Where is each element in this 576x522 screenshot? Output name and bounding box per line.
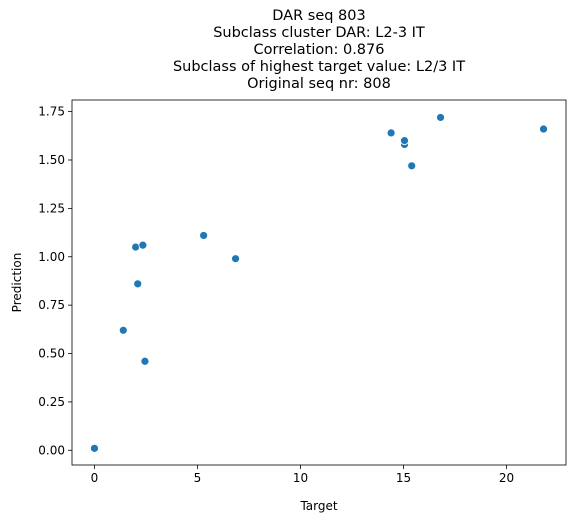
data-point (386, 128, 396, 138)
data-point (407, 161, 417, 171)
y-tick-label: 1.00 (38, 250, 65, 264)
y-axis-label: Prediction (10, 253, 24, 313)
x-tick-label: 5 (194, 471, 202, 485)
data-points (90, 113, 548, 453)
data-point (436, 113, 445, 122)
x-axis-label: Target (299, 499, 337, 513)
y-axis-ticks: 0.00 0.25 0.50 0.75 1.00 1.25 1.50 1.75 (38, 105, 72, 457)
title-line: Subclass of highest target value: L2/3 I… (173, 59, 465, 75)
data-point (90, 443, 99, 453)
y-tick-label: 0.25 (38, 395, 65, 409)
data-point (400, 136, 409, 146)
y-tick-label: 1.75 (38, 105, 65, 119)
title-line: Original seq nr: 808 (247, 76, 391, 92)
y-tick-label: 1.25 (38, 201, 65, 215)
data-point (539, 124, 548, 134)
x-tick-label: 15 (396, 471, 411, 485)
data-point (133, 279, 143, 289)
x-tick-label: 20 (499, 471, 514, 485)
data-point (231, 254, 240, 264)
title-line: Subclass cluster DAR: L2-3 IT (213, 25, 425, 41)
y-tick-label: 0.00 (38, 443, 65, 457)
y-tick-label: 0.75 (38, 298, 65, 312)
data-point (131, 242, 141, 252)
plot-area-frame (71, 99, 567, 466)
x-axis-ticks: 0 5 10 15 20 (91, 465, 514, 485)
y-tick-label: 1.50 (38, 153, 65, 167)
y-tick-label: 0.50 (38, 347, 65, 361)
x-tick-label: 0 (91, 471, 99, 485)
data-point (199, 231, 209, 240)
data-point (140, 356, 150, 366)
title-line: Correlation: 0.876 (254, 42, 385, 58)
x-tick-label: 10 (293, 471, 308, 485)
data-point (138, 240, 148, 250)
data-point (118, 325, 128, 335)
title-line: DAR seq 803 (272, 8, 365, 24)
